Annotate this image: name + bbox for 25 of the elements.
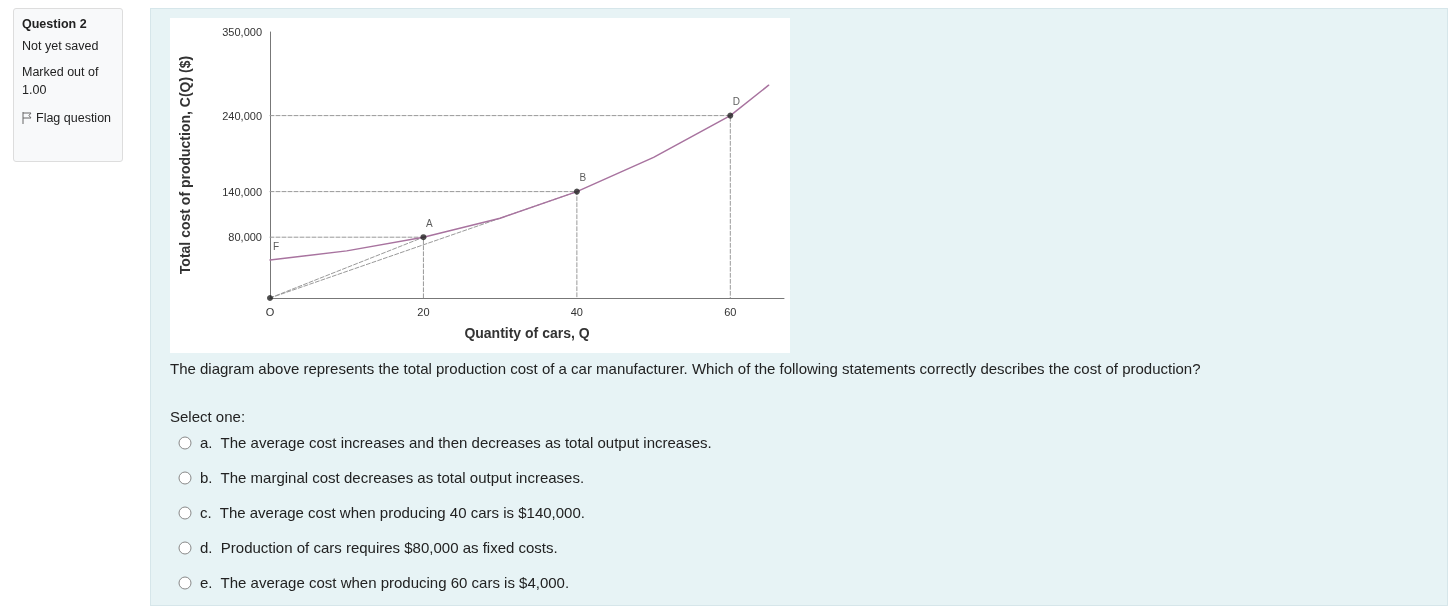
- y-tick-label: 240,000: [222, 109, 262, 122]
- x-tick-label: O: [265, 305, 275, 318]
- x-tick-label: 40: [570, 305, 583, 318]
- text: The diagram above represents the total production cost of a car manufacturer. Which of the following statements correctly describes the cost of production?: [170, 360, 1201, 377]
- annotation: A: [426, 217, 434, 229]
- text: Marked out of 1.00: [22, 64, 100, 99]
- x-tick-label: 60: [724, 305, 737, 318]
- y-tick-label: 80,000: [228, 231, 262, 244]
- text: c. The average cost when producing 40 cars is $140,000.: [200, 504, 585, 521]
- text: Not yet saved: [22, 39, 100, 53]
- x-tick-label: 20: [417, 305, 430, 318]
- text: Flag question: [36, 110, 112, 127]
- annotation: D: [732, 96, 740, 108]
- text: a. The average cost increases and then decreases as total output increases.: [200, 434, 712, 451]
- text: Select one:: [170, 408, 246, 425]
- y-tick-label: 140,000: [222, 185, 262, 198]
- text: b. The marginal cost decreases as total output increases.: [200, 469, 585, 486]
- y-axis-title: Total cost of production, C(Q) ($): [177, 55, 193, 275]
- text: Question 2: [22, 17, 88, 31]
- annotation: B: [579, 172, 587, 184]
- annotation: F: [272, 240, 280, 252]
- text: d. Production of cars requires $80,000 as fixed costs.: [200, 539, 558, 556]
- text: e. The average cost when producing 60 cars is $4,000.: [200, 574, 570, 591]
- x-axis-title: Quantity of cars, Q: [464, 325, 590, 341]
- y-tick-label: 350,000: [222, 26, 262, 38]
